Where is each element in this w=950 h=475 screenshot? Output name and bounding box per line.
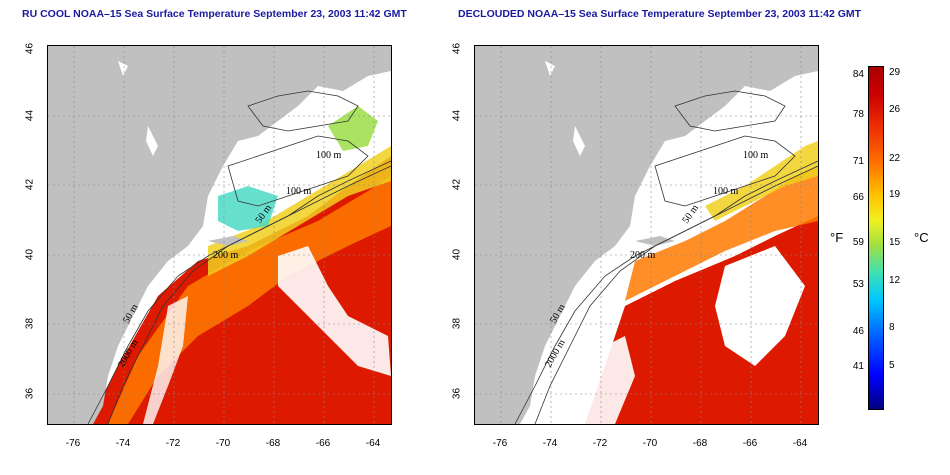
lon-tick: -74 (115, 438, 131, 449)
lat-tick: 46 (24, 42, 36, 55)
colorbar-tick-c: 22 (889, 153, 901, 164)
contour-2000m (87, 160, 391, 424)
map-raw-svg: 100 m 100 m 50 m 200 m 50 m 2000 m (48, 46, 391, 424)
lon-tick: -64 (792, 438, 808, 449)
lon-tick: -74 (542, 438, 558, 449)
colorbar-unit-c: °C (914, 230, 929, 245)
contour-200m (534, 165, 818, 424)
lat-tick: 40 (451, 248, 463, 261)
lon-tick: -72 (165, 438, 181, 449)
cloud-streak-west (143, 296, 188, 424)
land-mass (475, 46, 818, 424)
colorbar-tick-c: 5 (889, 360, 895, 371)
sst-warm-band (625, 166, 818, 301)
colorbar-tick-c: 12 (889, 275, 901, 286)
colorbar (868, 66, 884, 410)
masked-area (715, 246, 805, 366)
lat-tick: 36 (24, 387, 36, 400)
lon-tick: -76 (65, 438, 81, 449)
sst-warm-band (108, 176, 391, 424)
colorbar-tick-f: 46 (852, 326, 864, 337)
contour-2000m (514, 160, 818, 424)
sst-cold-patch (218, 186, 278, 231)
colorbar-tick-f: 53 (852, 279, 864, 290)
map-panel-raw: 100 m 100 m 50 m 200 m 50 m 2000 m (47, 45, 392, 425)
lon-tick: -76 (492, 438, 508, 449)
long-island (635, 236, 675, 246)
lon-tick: -70 (642, 438, 658, 449)
contour-label: 100 m (743, 150, 769, 161)
lake (545, 61, 555, 76)
contour-100m (654, 135, 796, 207)
lat-tick: 42 (451, 178, 463, 191)
map-panel-declouded: 100 m 100 m 50 m 200 m 50 m 2000 m (474, 45, 819, 425)
lon-tick: -70 (215, 438, 231, 449)
contour-label: 200 m (213, 250, 239, 261)
title-left: RU COOL NOAA–15 Sea Surface Temperature … (22, 8, 407, 20)
sst-shelf-patch (328, 106, 378, 151)
cloud-streak (278, 246, 391, 376)
title-right: DECLOUDED NOAA–15 Sea Surface Temperatur… (458, 8, 862, 20)
colorbar-tick-f: 84 (852, 69, 864, 80)
colorbar-tick-c: 15 (889, 237, 901, 248)
lake (118, 61, 128, 76)
colorbar-tick-c: 29 (889, 67, 901, 78)
lon-tick: -68 (692, 438, 708, 449)
lon-tick: -72 (592, 438, 608, 449)
colorbar-tick-f: 66 (852, 192, 864, 203)
lat-tick: 40 (24, 248, 36, 261)
lat-tick: 38 (451, 317, 463, 330)
land-mass (48, 46, 391, 424)
lat-tick: 44 (451, 109, 463, 122)
contour-100m (227, 135, 369, 207)
contour-label: 200 m (630, 250, 656, 261)
lake (146, 126, 158, 156)
lon-tick: -64 (365, 438, 381, 449)
lon-tick: -66 (742, 438, 758, 449)
colorbar-tick-f: 59 (852, 237, 864, 248)
contour-label: 100 m (713, 186, 739, 197)
colorbar-unit-f: °F (830, 230, 844, 245)
colorbar-tick-f: 71 (852, 156, 864, 167)
lake (573, 126, 585, 156)
contour-label: 100 m (316, 150, 342, 161)
colorbar-tick-c: 26 (889, 104, 901, 115)
long-island (208, 236, 248, 246)
contour-50m (674, 90, 786, 132)
colorbar-tick-c: 19 (889, 189, 901, 200)
grid (475, 46, 818, 424)
lat-tick: 42 (24, 178, 36, 191)
lat-tick: 38 (24, 317, 36, 330)
lon-tick: -68 (265, 438, 281, 449)
grid (48, 46, 391, 424)
colorbar-tick-f: 78 (852, 109, 864, 120)
contour-label: 100 m (286, 186, 312, 197)
lat-tick: 46 (451, 42, 463, 55)
sst-cool-band (208, 146, 391, 276)
lon-tick: -66 (315, 438, 331, 449)
contour-200m (107, 165, 391, 424)
colorbar-tick-f: 41 (852, 361, 864, 372)
map-declouded-svg: 100 m 100 m 50 m 200 m 50 m 2000 m (475, 46, 818, 424)
contour-label: 50 m (680, 203, 701, 226)
lat-tick: 44 (24, 109, 36, 122)
colorbar-tick-c: 8 (889, 322, 895, 333)
masked-area (585, 336, 635, 424)
lat-tick: 36 (451, 387, 463, 400)
contour-50m (247, 90, 359, 132)
